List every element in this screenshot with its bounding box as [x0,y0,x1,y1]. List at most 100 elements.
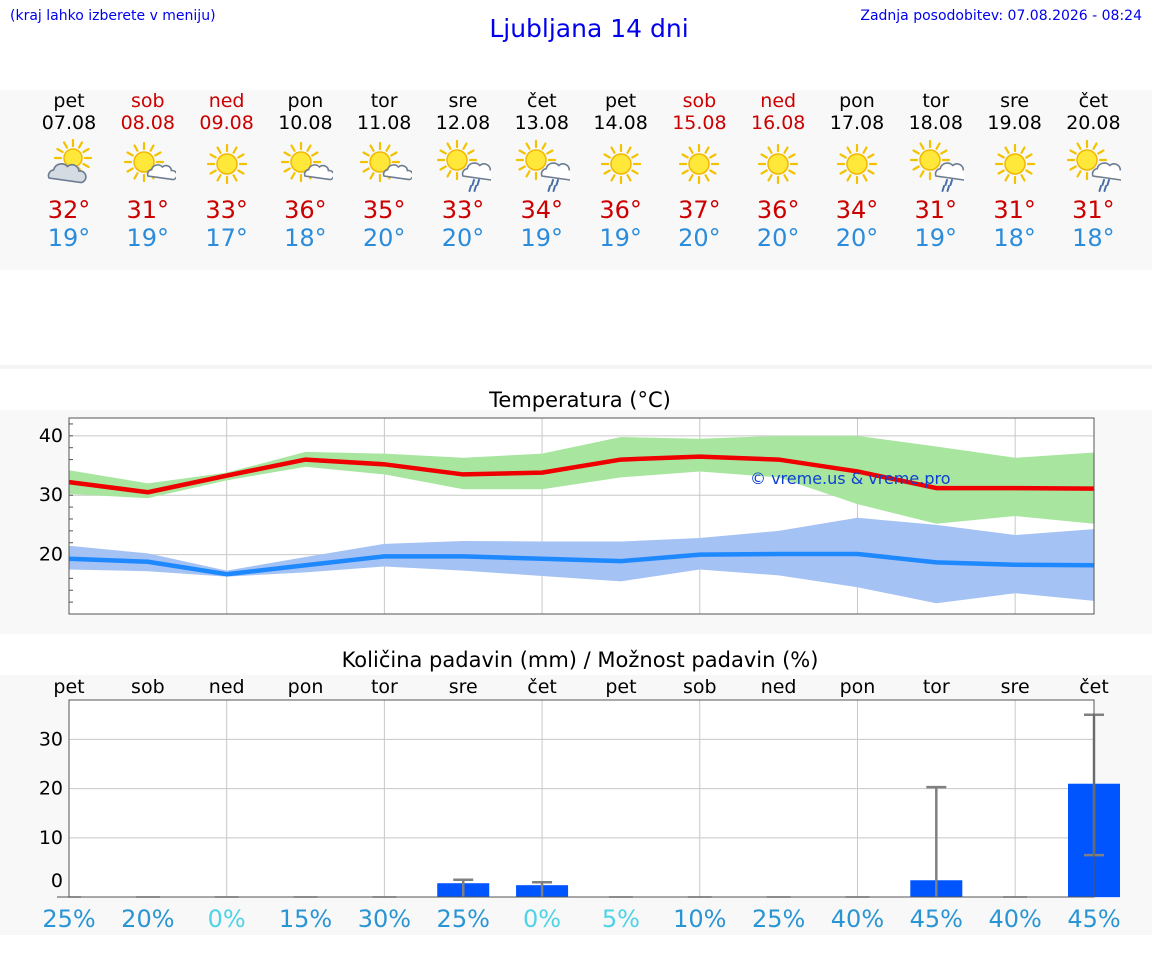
day-date: 13.08 [514,112,569,134]
min-temperature: 19° [47,224,91,252]
precipitation-probability: 0% [208,905,246,933]
precipitation-probability: 45% [910,905,963,933]
day-date: 07.08 [41,112,97,134]
day-name: tor [922,90,950,112]
day-column: ned 09.08 33° 17° [187,90,267,252]
precipitation-probability: 40% [988,905,1041,933]
day-name: pon [287,90,324,112]
y-tick-label: 10 [39,827,63,849]
precipitation-probability: 20% [121,905,174,933]
day-column: pon 10.08 36° 18° [265,90,345,252]
min-temperature: 20° [362,224,406,252]
y-tick-label: 20 [39,778,63,800]
category-label: sre [1001,676,1030,698]
max-temperature: 37° [678,196,721,224]
day-name: sob [131,90,165,112]
day-column: sob 08.08 31° 19° [108,90,188,252]
category-label: tor [371,676,398,698]
day-name: sob [682,90,717,112]
sunny-icon [836,143,878,185]
max-temperature: 35° [362,196,406,224]
category-label: ned [761,676,797,698]
max-temperature: 36° [284,196,327,224]
sunny-icon [994,143,1035,185]
divider [0,365,1152,369]
min-temperature: 19° [599,224,642,252]
max-temperature: 34° [520,196,564,224]
min-temperature-line [68,551,1095,577]
max-temperature: 33° [441,196,485,224]
location-hint: (kraj lahko izberete v meniju) [10,8,216,24]
sunny-icon [206,143,247,185]
y-tick-label: 30 [39,484,63,506]
watermark: © vreme.us & vreme.pro [750,469,951,488]
min-temperature: 17° [205,224,248,252]
precipitation-probability: 25% [437,905,490,933]
min-temperature: 19° [126,224,170,252]
day-date: 10.08 [278,112,333,134]
precipitation-probability: 25% [752,905,805,933]
sun-rain-icon [515,139,570,192]
y-tick-label: 0 [51,870,63,892]
precipitation-probability: 40% [831,905,884,933]
day-date: 15.08 [672,112,727,134]
day-name: pet [53,90,85,112]
min-temperature: 19° [914,224,958,252]
category-label: pet [605,676,636,698]
day-name: pet [604,90,637,112]
max-temperature-band [69,435,1094,524]
day-column: sre 12.08 33° 20° [423,90,503,252]
precipitation-probability: 5% [602,905,640,933]
precipitation-probability: 15% [279,905,332,933]
max-temperature: 31° [993,196,1036,224]
day-name: ned [760,90,797,112]
day-column: pet 07.08 32° 19° [29,90,109,252]
sun-rain-icon [1067,139,1122,192]
precipitation-probability: 30% [358,905,411,933]
sunny-icon [600,143,641,185]
day-name: čet [527,90,557,112]
precipitation-probability: 0% [523,905,561,933]
day-column: čet 20.08 31° 18° [1053,90,1133,252]
day-column: sob 15.08 37° 20° [659,90,739,252]
plot-frame [68,417,1095,615]
day-date: 17.08 [829,112,885,134]
plot-frame [68,699,1095,898]
min-temperature: 18° [993,224,1036,252]
category-label: pon [840,676,876,698]
plot-area [69,700,1094,897]
max-temperature-line [68,454,1095,495]
day-column: čet 13.08 34° 19° [502,90,582,252]
day-date: 20.08 [1066,112,1121,134]
day-date: 12.08 [435,112,491,134]
day-name: tor [370,90,398,112]
day-column: tor 18.08 31° 19° [896,90,976,252]
daily-forecast-panel: pet 07.08 32° 19° sob 08.08 31° 19° ned 09.08 33° 1… [0,90,1152,270]
max-temperature: 36° [599,196,642,224]
day-column: pet 14.08 36° 19° [581,90,661,252]
mostly-sunny-icon [360,141,413,183]
sun-rain-icon [436,139,491,192]
min-temperature: 19° [520,224,564,252]
day-date: 18.08 [908,112,963,134]
category-label: čet [527,676,557,698]
day-date: 16.08 [750,112,806,134]
category-label: pon [288,676,324,698]
day-name: ned [208,90,245,112]
max-temperature: 33° [205,196,248,224]
category-label: čet [1079,676,1109,698]
y-tick-label: 30 [39,728,63,750]
day-column: tor 11.08 35° 20° [344,90,424,252]
precipitation-probability: 45% [1067,905,1120,933]
day-date: 11.08 [356,112,412,134]
category-label: pet [53,676,84,698]
last-updated: Zadnja posodobitev: 07.08.2026 - 08:24 [860,8,1142,24]
day-date: 14.08 [593,112,648,134]
partly-cloudy-icon [47,138,93,184]
category-label: ned [209,676,245,698]
y-tick-label: 20 [39,544,63,566]
max-temperature: 31° [1072,196,1115,224]
mostly-sunny-icon [123,141,176,183]
day-name: sre [448,90,478,112]
sunny-icon [679,143,720,185]
